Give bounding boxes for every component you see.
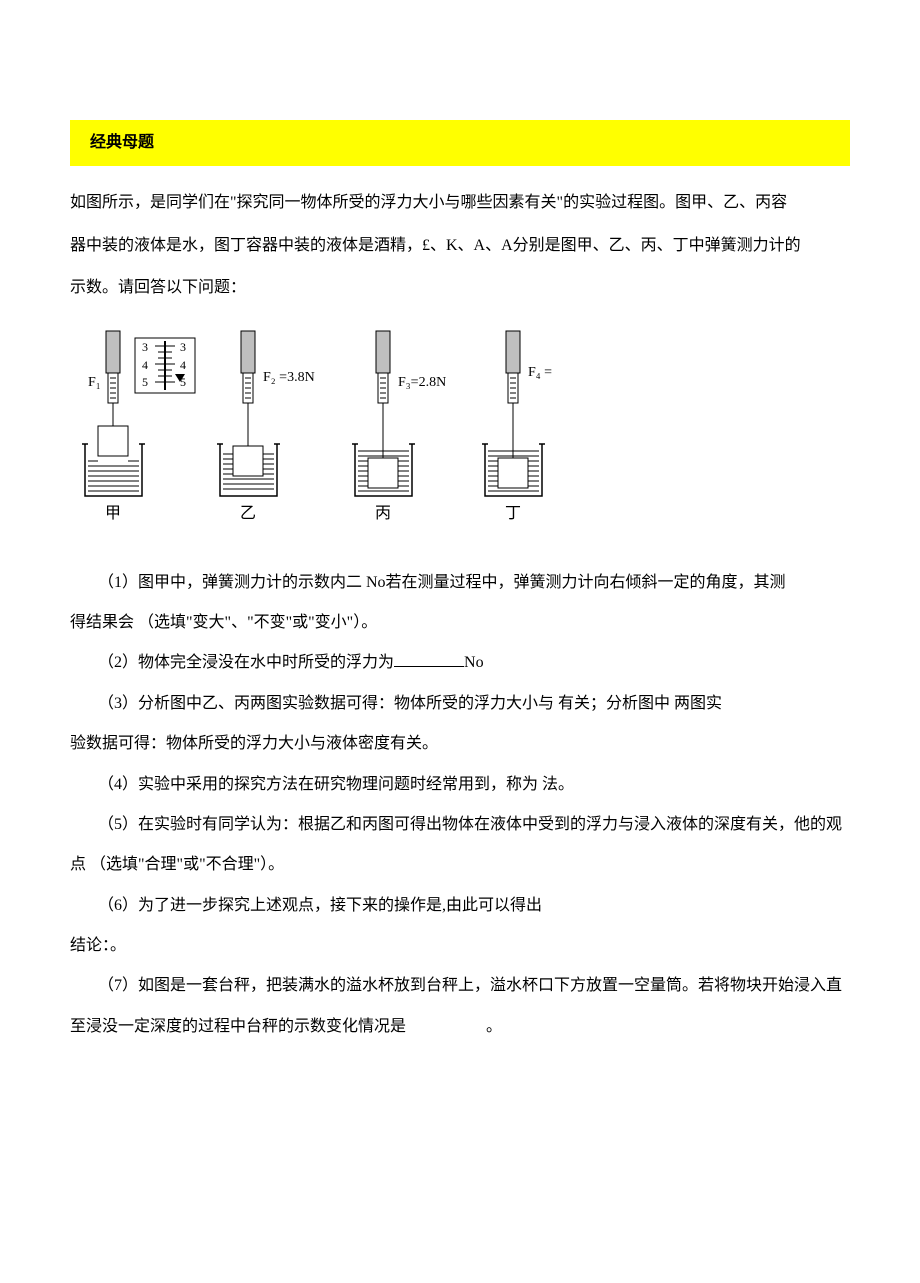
intro-line-3: 示数。请回答以下问题：: [70, 269, 850, 307]
scale-4r: 4: [180, 358, 186, 372]
q1-line1: （1）图甲中，弹簧测力计的示数内二 No若在测量过程中，弹簧测力计向右倾斜一定的…: [70, 564, 850, 602]
intro-line-1: 如图所示，是同学们在"探究同一物体所受的浮力大小与哪些因素有关"的实验过程图。图…: [70, 184, 850, 222]
apparatus-yi: F₂ =3.8N 乙: [217, 331, 315, 522]
q2-blank: [394, 651, 464, 667]
q2-text-b: No: [464, 654, 484, 671]
q3-line2: 验数据可得：物体所受的浮力大小与液体密度有关。: [70, 725, 850, 763]
q5-line2: 点 （选填"合理"或"不合理"）。: [70, 846, 850, 884]
q6-line1: （6）为了进一步探究上述观点，接下来的操作是,由此可以得出: [70, 887, 850, 925]
experiment-figure: F₁ 甲 3 4 5 3 4 5: [70, 326, 850, 546]
section-header: 经典母题: [70, 120, 850, 166]
q5-line1: （5）在实验时有同学认为：根据乙和丙图可得出物体在液体中受到的浮力与浸入液体的深…: [70, 806, 850, 844]
q7-line1: （7）如图是一套台秤，把装满水的溢水杯放到台秤上，溢水杯口下方放置一空量筒。若将…: [70, 967, 850, 1005]
intro-line-2: 器中装的液体是水，图丁容器中装的液体是酒精，£、K、A、A分别是图甲、乙、丙、丁…: [70, 227, 850, 265]
scale-4: 4: [142, 358, 148, 372]
label-bing: 丙: [375, 505, 391, 522]
section-title: 经典母题: [90, 134, 154, 151]
scale-3: 3: [142, 340, 148, 354]
apparatus-bing: F₃=2.8N 丙: [352, 331, 446, 522]
q6-line2: 结论：。: [70, 927, 850, 965]
label-f4: F₄ =: [528, 365, 552, 380]
q4: （4）实验中采用的探究方法在研究物理问题时经常用到，称为 法。: [70, 766, 850, 804]
label-f1: F₁: [88, 375, 101, 390]
q7-line2: 至浸没一定深度的过程中台秤的示数变化情况是 。: [70, 1008, 850, 1046]
label-f3: F₃=2.8N: [398, 375, 446, 390]
scale-5: 5: [142, 375, 148, 389]
q2: （2）物体完全浸没在水中时所受的浮力为 No: [70, 644, 850, 682]
q1-line2: 得结果会 （选填"变大"、"不变"或"变小"）。: [70, 604, 850, 642]
label-ding: 丁: [505, 505, 521, 522]
label-f2: F₂ =3.8N: [263, 370, 315, 385]
q2-text-a: （2）物体完全浸没在水中时所受的浮力为: [98, 654, 394, 671]
q3-line1: （3）分析图中乙、丙两图实验数据可得：物体所受的浮力大小与 有关；分析图中 两图…: [70, 685, 850, 723]
zoom-scale: 3 4 5 3 4 5: [135, 338, 195, 393]
apparatus-ding: F₄ = 丁: [482, 331, 552, 522]
scale-3r: 3: [180, 340, 186, 354]
apparatus-svg: F₁ 甲 3 4 5 3 4 5: [80, 326, 560, 546]
label-yi: 乙: [240, 505, 256, 522]
label-jia: 甲: [105, 505, 121, 522]
